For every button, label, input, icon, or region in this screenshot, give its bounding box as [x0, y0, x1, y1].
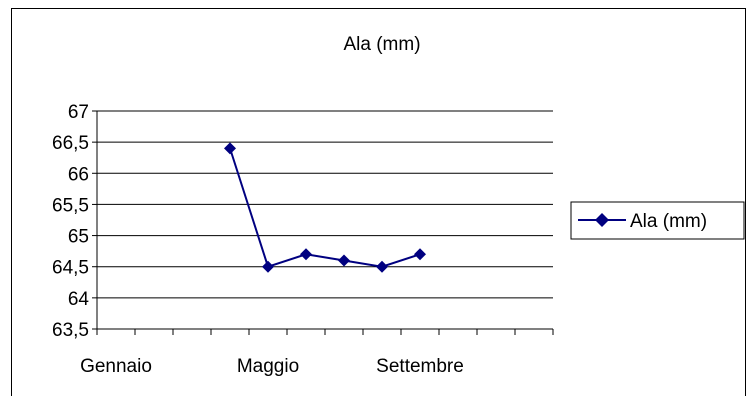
legend-label: Ala (mm): [630, 211, 707, 232]
chart-title: Ala (mm): [343, 34, 420, 55]
series-layer: [224, 142, 426, 273]
y-tick-label: 65,5: [52, 195, 89, 216]
series-line: [229, 148, 421, 268]
data-point: [300, 248, 312, 261]
y-tick-labels: 63,5 64 64,5 65 65,5 66 66,5 67: [52, 102, 89, 341]
data-point: [338, 254, 350, 267]
x-tick-label: Maggio: [237, 356, 299, 377]
data-point: [414, 248, 426, 261]
x-tick-labels: Gennaio Maggio Settembre: [80, 356, 464, 377]
legend: Ala (mm): [570, 201, 745, 240]
data-point: [262, 260, 274, 273]
grid: [92, 110, 553, 330]
y-tick-label: 64,5: [52, 258, 89, 279]
chart-frame: [11, 8, 746, 396]
y-tick-label: 66,5: [52, 133, 89, 154]
y-tick-label: 66: [68, 164, 89, 185]
y-tick-label: 65: [68, 227, 89, 248]
y-tick-label: 63,5: [52, 320, 89, 341]
y-tick-label: 64: [68, 289, 90, 310]
data-point: [224, 142, 236, 155]
x-tick-label: Settembre: [376, 356, 464, 377]
x-tick-label: Gennaio: [80, 356, 152, 377]
data-point: [376, 260, 388, 273]
axes: [96, 111, 554, 335]
legend-marker: [595, 213, 609, 227]
y-tick-label: 67: [68, 102, 89, 123]
